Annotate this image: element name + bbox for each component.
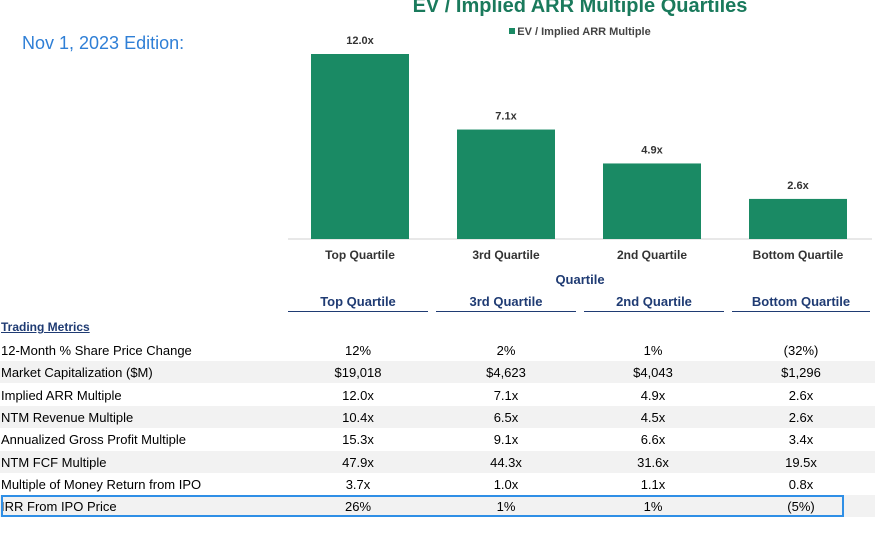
bar-2 — [457, 129, 555, 239]
table-cell: (32%) — [783, 343, 819, 358]
table-cell: 2% — [496, 343, 516, 358]
table-cell: 0.8x — [788, 476, 814, 492]
table-cell: $19,018 — [334, 365, 382, 381]
table-row: NTM FCF Multiple 47.9x 44.3x 31.6x 19.5x — [0, 450, 875, 473]
table-cell: 15.3x — [342, 432, 374, 448]
table-cell: 44.3x — [490, 454, 522, 470]
table-cell: 6.6x — [640, 432, 666, 448]
row-label: Market Capitalization ($M) — [1, 365, 153, 381]
chart-legend: EV / Implied ARR Multiple — [300, 26, 860, 38]
table-cell: 12.0x — [342, 387, 374, 403]
column-header-bottom-quartile: Bottom Quartile — [732, 294, 870, 312]
column-header-3rd-quartile: 3rd Quartile — [436, 294, 576, 312]
table-row: IRR From IPO Price 26% 1% 1% (5%) — [0, 495, 875, 518]
column-header-2nd-quartile: 2nd Quartile — [584, 294, 724, 312]
table-cell: 6.5x — [493, 409, 519, 425]
data-label-2: 7.1x — [495, 111, 517, 123]
table-row: NTM Revenue Multiple 10.4x 6.5x 4.5x 2.6x — [0, 405, 875, 428]
table-cell: 9.1x — [493, 432, 519, 448]
table-cell: 3.7x — [345, 476, 371, 492]
category-label-4: Bottom Quartile — [753, 248, 844, 262]
table-row: Market Capitalization ($M) $19,018 $4,623 $… — [0, 361, 875, 384]
category-label-3: 2nd Quartile — [617, 248, 687, 262]
table-cell: 12% — [344, 343, 372, 358]
row-label: IRR From IPO Price — [1, 499, 117, 515]
table-row: 12-Month % Share Price Change 12% 2% 1% (32%… — [0, 339, 875, 361]
chart-title: EV / Implied ARR Multiple Quartiles — [412, 0, 748, 17]
table-cell: 3.4x — [788, 432, 814, 448]
table-cell: 2.6x — [788, 387, 814, 403]
table-cell: $4,623 — [486, 365, 526, 381]
table-cell: 19.5x — [785, 454, 817, 470]
table-cell: 1.0x — [493, 476, 519, 492]
table-cell: 47.9x — [342, 454, 374, 470]
table-cell: 7.1x — [493, 387, 519, 403]
bar-3 — [603, 163, 701, 239]
row-label: Implied ARR Multiple — [1, 387, 122, 403]
table-cell: 10.4x — [342, 409, 374, 425]
trading-metrics-heading: Trading Metrics — [1, 320, 90, 334]
table-cell: 1% — [643, 343, 663, 358]
table-row: Implied ARR Multiple 12.0x 7.1x 4.9x 2.6x — [0, 384, 875, 406]
row-label: Multiple of Money Return from IPO — [1, 476, 202, 492]
row-label: NTM FCF Multiple — [1, 454, 107, 470]
row-highlight-box — [1, 495, 844, 517]
table-row: Annualized Gross Profit Multiple 15.3x 9.1… — [0, 428, 875, 450]
category-label-1: Top Quartile — [325, 248, 395, 262]
legend-label: EV / Implied ARR Multiple — [517, 26, 651, 38]
x-axis-title: Quartile — [555, 272, 605, 287]
table-cell: 2.6x — [788, 409, 814, 425]
table-cell: 31.6x — [637, 454, 669, 470]
data-label-1: 12.0x — [346, 35, 374, 47]
table-cell: $4,043 — [633, 365, 673, 381]
table-cell: 1% — [643, 499, 663, 515]
row-label: 12-Month % Share Price Change — [1, 343, 192, 358]
table-row: Multiple of Money Return from IPO 3.7x 1.0… — [0, 473, 875, 495]
edition-label: Nov 1, 2023 Edition: — [22, 33, 185, 53]
legend-swatch — [509, 28, 516, 34]
table-cell: 4.5x — [640, 409, 666, 425]
data-label-4: 2.6x — [787, 180, 809, 192]
table-cell: (5%) — [787, 499, 815, 515]
table-cell: 1.1x — [640, 476, 666, 492]
column-header-top-quartile: Top Quartile — [288, 294, 428, 312]
row-label: NTM Revenue Multiple — [1, 409, 134, 425]
table-cell: $1,296 — [781, 365, 821, 381]
data-label-3: 4.9x — [641, 144, 663, 156]
bar-chart: 12.0x Top Quartile 7.1x 3rd Quartile 4.9x 2nd… — [288, 35, 872, 262]
table-cell: 4.9x — [640, 387, 666, 403]
table-cell: 1% — [496, 499, 516, 515]
row-label: Annualized Gross Profit Multiple — [1, 432, 186, 448]
bar-4 — [749, 198, 847, 239]
category-label-2: 3rd Quartile — [472, 248, 540, 262]
bar-1 — [311, 54, 409, 239]
table-cell: 26% — [344, 499, 372, 515]
